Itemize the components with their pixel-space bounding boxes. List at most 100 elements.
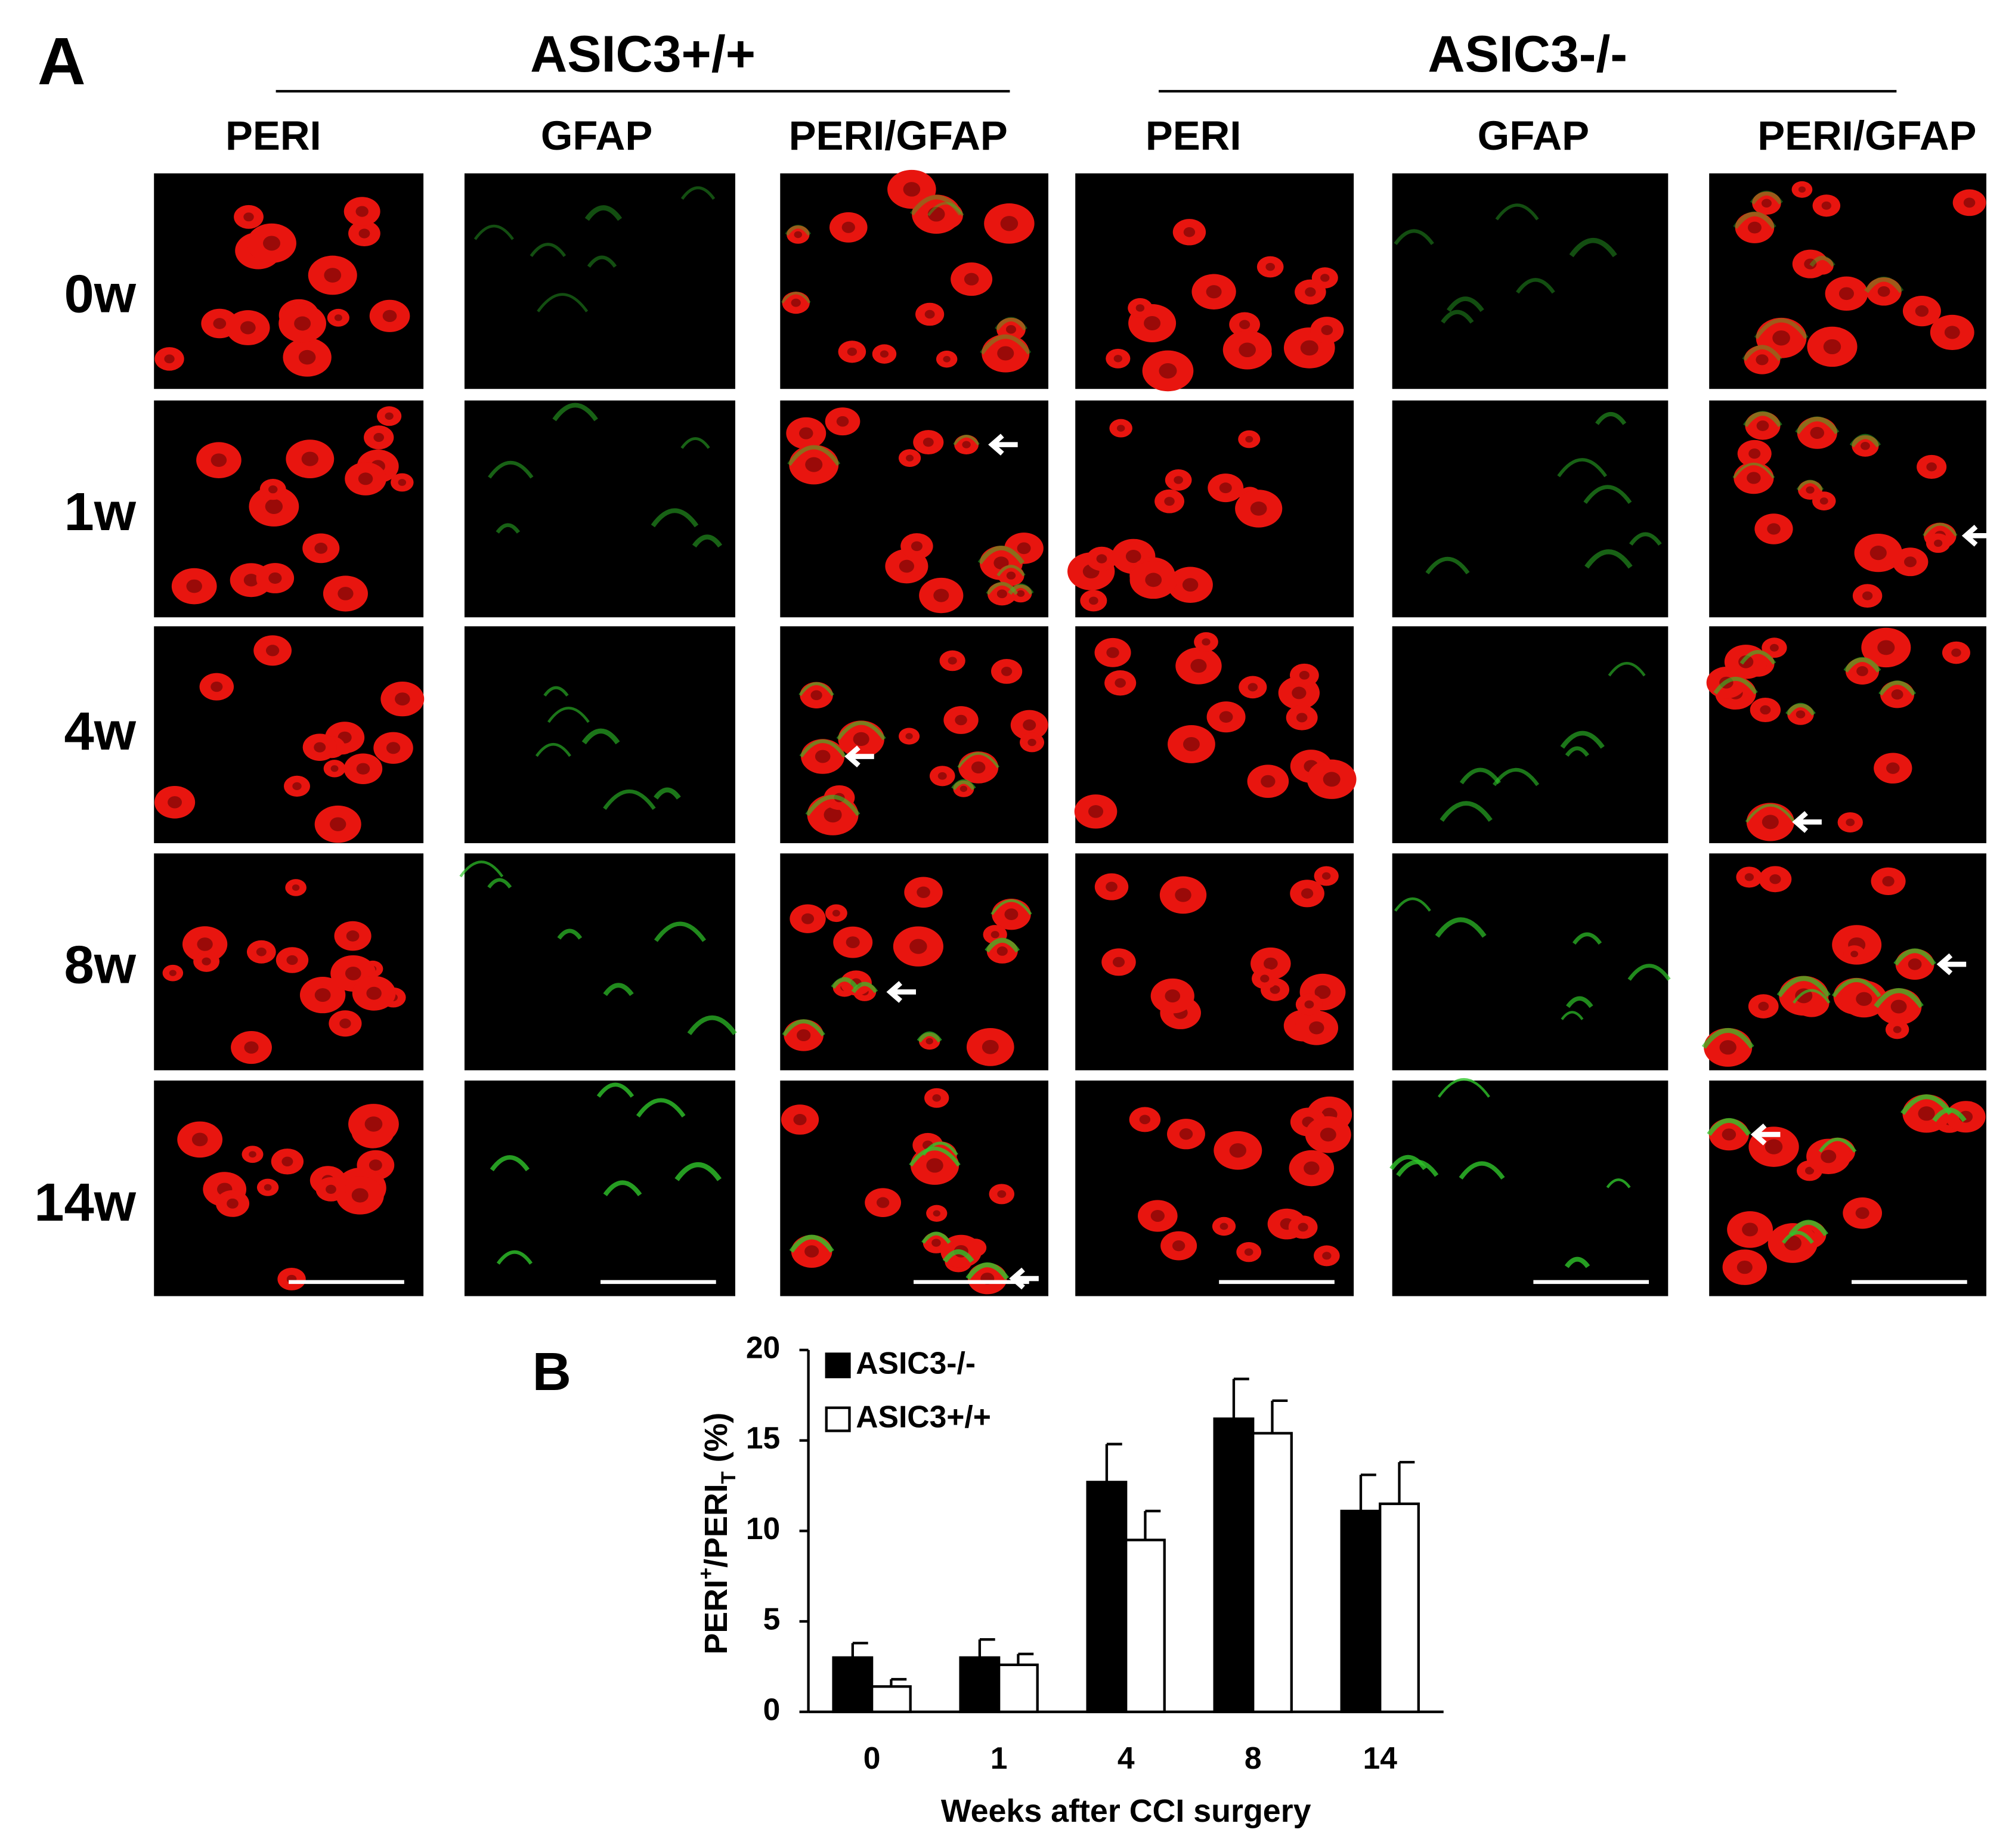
micrograph [1075,853,1354,1070]
cell-core [338,587,354,600]
cell-core [1804,1166,1815,1175]
glia-stroke [805,794,860,816]
cell-core [326,1184,336,1194]
cell-core [797,1029,811,1041]
glia-stroke [995,317,1027,331]
glia-stroke [1569,238,1617,258]
glia-stroke [836,721,886,741]
glia-stroke [603,789,656,810]
micrograph [1075,1081,1354,1296]
glia-stroke [1923,523,1958,537]
cell-core [982,1039,999,1054]
glia-stroke [535,742,571,757]
glia-stroke [530,243,567,258]
cell-core [1182,578,1199,592]
cell-core [268,572,282,584]
micrograph [1392,853,1671,1070]
cell-core [1261,775,1276,788]
cell-core [339,1019,351,1029]
cell-core [964,273,979,286]
cell-core [1890,999,1907,1014]
cell-core [1855,1207,1869,1219]
glia-stroke [980,334,1032,355]
y-axis-label-part: (%) [698,1413,734,1472]
cell-core [240,321,256,335]
bar [959,1656,1001,1713]
glia-stroke [1843,657,1881,673]
cell-core [1260,974,1270,983]
glia-stroke [831,977,858,989]
cell-core [197,937,213,951]
micrograph [780,626,1049,843]
row-label: 1w [64,482,137,542]
cell-core [996,589,1007,599]
glia-stroke [917,1031,942,1043]
cell-core [943,355,951,363]
bar [1213,1417,1255,1713]
glia-stroke [942,1249,974,1263]
y-tick-label: 20 [746,1330,780,1365]
cell-core [801,913,815,924]
glia-stroke [909,1146,961,1167]
cell-core [213,318,227,329]
cell-core [1748,221,1762,234]
cell-core [1856,666,1868,676]
cell-core [1742,1222,1759,1237]
cell-core [853,732,869,747]
cell-core [268,485,278,494]
cell-core [955,714,967,726]
cell-core [1174,476,1183,484]
cell-core [1309,1021,1324,1035]
micrograph [1392,400,1669,618]
glia-stroke [1788,1219,1828,1237]
cell-core [1005,325,1016,334]
cell-core [925,1038,933,1045]
glia-stroke [596,1082,634,1098]
cell-core [1821,1150,1837,1163]
cell-core [899,559,914,573]
cell-core [244,1041,259,1054]
micrograph [780,853,1049,1070]
cell-core [330,765,339,772]
glia-stroke [1459,1161,1505,1180]
glia-stroke [1754,318,1809,339]
cell-core [1239,320,1250,329]
cell-core [345,966,361,980]
cell-core [1096,554,1107,564]
micrograph [780,400,1049,618]
cell-core [1908,958,1922,970]
column-header: PERI/GFAP [789,113,1008,159]
cell-core [1250,502,1267,516]
column-header: PERI/GFAP [1757,113,1976,159]
cell-core [227,1198,239,1209]
cell-core [1744,873,1754,881]
cell-core [1113,355,1123,363]
cell-core [1823,339,1841,355]
cell-core [1006,571,1016,580]
bar [1379,1502,1420,1713]
glia-stroke [651,508,699,528]
cell-core [1017,542,1031,555]
x-tick-label: 0 [863,1741,881,1775]
bar [1086,1481,1128,1713]
glia-stroke [674,1162,722,1181]
micrograph [1709,173,1986,389]
cell-core [1320,1128,1336,1142]
cell-core [1804,258,1817,270]
cell-core [1772,330,1790,346]
glia-stroke [951,779,976,791]
cell-core [824,807,842,823]
glia-stroke [1750,190,1783,205]
cell-core [164,354,175,364]
cell-core [909,939,927,954]
group-title: ASIC3+/+ [530,26,756,83]
cell-core [1747,472,1761,484]
glia-stroke [587,255,617,268]
micrograph [1074,626,1357,843]
cell-core [334,314,342,321]
cell-core [168,796,182,809]
y-axis-label-part: PERI [698,1580,734,1655]
x-axis-label: Weeks after CCI surgery [941,1793,1311,1829]
column-header: PERI [1146,113,1242,159]
